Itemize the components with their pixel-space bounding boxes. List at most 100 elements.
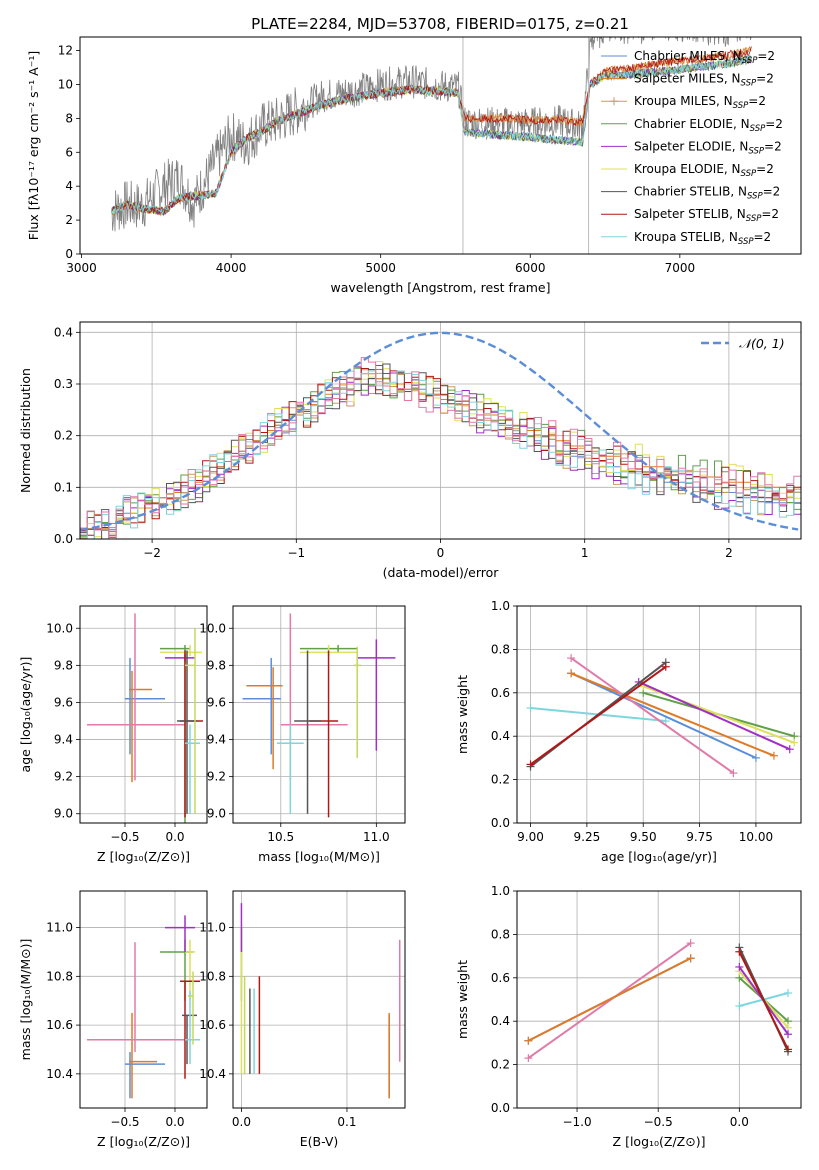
x-axis-label: Z [log₁₀(Z/Z⊙)] — [97, 1134, 190, 1149]
x-axis-label: wavelength [Angstrom, rest frame] — [330, 280, 550, 295]
legend-label: Chabrier MILES, NSSP=2 — [634, 49, 775, 66]
weight-series — [567, 654, 738, 778]
y-tick-label: 9.6 — [54, 695, 73, 709]
x-tick-label: 3000 — [66, 261, 97, 275]
y-tick-label: 0.0 — [491, 1101, 510, 1115]
errorbar-point — [294, 650, 321, 814]
axes-frame — [79, 890, 208, 1109]
legend-label: Salpeter MILES, NSSP=2 — [634, 72, 774, 89]
axes-frame — [79, 321, 802, 540]
weight-line — [570, 672, 757, 759]
chart-spectrum: 3000 4000 5000 6000 7000 0 2 4 6 8 10 12 wavelength … — [26, 36, 802, 295]
y-tick-label: 8 — [65, 111, 73, 125]
weight-line — [638, 681, 791, 751]
figure-title: PLATE=2284, MJD=53708, FIBERID=0175, z=0… — [251, 15, 629, 33]
errorbar-point — [242, 657, 281, 755]
chart-age-vs-mass: 10.5 11.0 9.0 9.2 9.4 9.6 9.8 10.0 mass [log₁₀(M… — [199, 605, 406, 864]
x-tick-label: 9.75 — [686, 830, 713, 844]
chart-mass-vs-Z: −0.5 0.0 10.4 10.6 10.8 11.0 Z [log₁₀(Z/Z⊙)] ma… — [18, 890, 208, 1149]
chart-massweight-vs-age: 9.00 9.25 9.50 9.75 10.00 0.0 0.2 0.4 0.6 0.8 1.0 a… — [455, 599, 802, 864]
weight-series — [735, 947, 793, 1054]
histogram-step — [80, 373, 801, 530]
plot-area — [242, 613, 396, 818]
legend-label: Salpeter ELODIE, NSSP=2 — [634, 139, 782, 156]
plot-area — [526, 654, 799, 778]
errorbar-point — [180, 650, 203, 818]
y-tick-label: 10.8 — [46, 969, 73, 983]
y-tick-label: 0 — [65, 247, 73, 261]
x-tick-label: −2 — [143, 546, 161, 560]
x-axis-label: Z [log₁₀(Z/Z⊙)] — [97, 849, 190, 864]
plot-area — [524, 939, 793, 1063]
chart-massweight-vs-Z: −1.0 −0.5 0.0 0.0 0.2 0.4 0.6 0.8 1.0 Z [log₁₀(Z/… — [455, 884, 802, 1149]
legend-label: Chabrier ELODIE, NSSP=2 — [634, 117, 783, 134]
y-axis-label: Normed distribution — [18, 368, 33, 493]
chart-mass-vs-EBV: 0.0 0.1 10.4 10.6 10.8 11.0 E(B-V) — [199, 890, 406, 1149]
y-tick-label: 9.6 — [207, 695, 226, 709]
legend-label: Kroupa ELODIE, NSSP=2 — [634, 162, 774, 179]
y-tick-label: 9.0 — [54, 807, 73, 821]
y-tick-label: 1.0 — [491, 884, 510, 898]
x-axis-label: Z [log₁₀(Z/Z⊙)] — [613, 1134, 706, 1149]
y-tick-label: 10.0 — [199, 621, 226, 635]
legend-label: Chabrier STELIB, NSSP=2 — [634, 185, 780, 202]
chart-age-vs-Z: −0.5 0.0 9.0 9.2 9.4 9.6 9.8 10.0 Z [log₁₀(Z/Z⊙)… — [18, 605, 208, 864]
errorbar-point — [129, 670, 152, 783]
y-tick-label: 1.0 — [491, 599, 510, 613]
axes-frame — [232, 890, 406, 1109]
y-tick-label: 9.0 — [207, 807, 226, 821]
y-axis-label: Flux [fλ10⁻¹⁷ erg cm⁻² s⁻¹ A⁻¹] — [26, 51, 41, 240]
y-tick-label: 11.0 — [46, 921, 73, 935]
x-tick-label: 0.0 — [232, 1115, 251, 1129]
y-tick-label: 0.4 — [54, 325, 73, 339]
x-tick-label: 9.50 — [630, 830, 657, 844]
y-axis-label: mass [log₁₀(M/M⊙)] — [18, 939, 33, 1061]
errorbar-point — [353, 646, 362, 759]
spectrum-model-line — [111, 53, 752, 216]
x-axis-label: E(B-V) — [300, 1134, 339, 1149]
y-tick-label: 0.2 — [54, 429, 73, 443]
x-tick-label: 2 — [725, 546, 733, 560]
y-tick-label: 9.8 — [207, 658, 226, 672]
y-tick-label: 10.4 — [46, 1067, 73, 1081]
y-tick-label: 0.2 — [491, 1058, 510, 1072]
y-axis-label: age [log₁₀(age/yr)] — [18, 657, 33, 773]
normal-curve — [80, 331, 799, 532]
errorbar-point — [160, 939, 193, 1001]
x-tick-label: 1 — [581, 546, 589, 560]
y-axis-label: mass weight — [455, 675, 470, 754]
chart-residual-histogram: −2 −1 0 1 2 0.0 0.1 0.2 0.3 0.4 (data-model)/error… — [18, 321, 802, 580]
errorbar-point — [185, 939, 195, 1001]
y-tick-label: 0.1 — [54, 480, 73, 494]
errorbar-point — [309, 650, 339, 818]
axes-frame — [516, 890, 802, 1109]
y-tick-label: 0.4 — [491, 729, 510, 743]
y-tick-label: 10.0 — [46, 621, 73, 635]
y-tick-label: 0.3 — [54, 377, 73, 391]
weight-series — [524, 954, 695, 1045]
x-axis-label: (data-model)/error — [383, 565, 500, 580]
plot-area — [87, 915, 200, 1099]
y-tick-label: 0.0 — [54, 532, 73, 546]
y-tick-label: 9.4 — [207, 733, 226, 747]
y-tick-label: 10.4 — [199, 1067, 226, 1081]
legend: 𝒩(0, 1) — [701, 336, 785, 351]
y-tick-label: 0.0 — [491, 816, 510, 830]
x-tick-label: 6000 — [515, 261, 546, 275]
axes-frame — [79, 605, 208, 824]
x-tick-label: −0.5 — [644, 1115, 673, 1129]
errorbar-point — [165, 915, 195, 952]
axes-frame — [232, 605, 406, 824]
errorbar-point — [357, 639, 396, 751]
y-axis-label: mass weight — [455, 960, 470, 1039]
x-tick-label: 0.0 — [165, 1115, 184, 1129]
legend-label: 𝒩(0, 1) — [739, 336, 785, 351]
plot-area — [240, 903, 401, 1099]
x-tick-label: −0.5 — [110, 830, 139, 844]
errorbar-point — [246, 667, 283, 770]
x-tick-label: 0.1 — [337, 1115, 356, 1129]
weight-series — [526, 662, 670, 769]
x-tick-label: 0.0 — [165, 830, 184, 844]
weight-line — [529, 665, 667, 766]
y-tick-label: 9.2 — [207, 770, 226, 784]
